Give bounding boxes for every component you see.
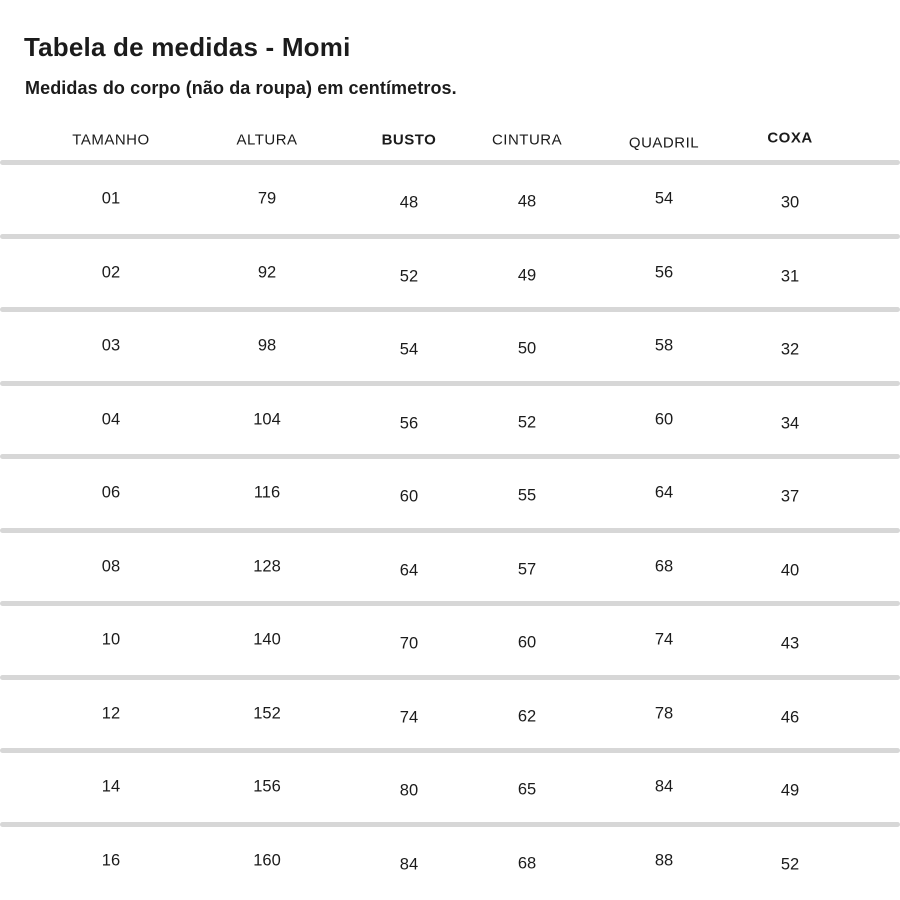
table-row: 02 92 52 49 56 31 bbox=[0, 239, 900, 308]
row-separator bbox=[0, 748, 900, 753]
table-cell: 80 bbox=[399, 781, 419, 800]
table-cell: 32 bbox=[780, 340, 800, 359]
table-cell: 50 bbox=[517, 339, 537, 358]
table-cell: 128 bbox=[253, 557, 281, 576]
table-cell: 64 bbox=[654, 483, 674, 502]
row-separator bbox=[0, 674, 900, 680]
table-cell: 60 bbox=[517, 633, 537, 652]
table-cell: 31 bbox=[780, 267, 800, 286]
table-cell: 62 bbox=[517, 707, 537, 726]
table-cell: 88 bbox=[654, 851, 674, 870]
table-row: 06 116 60 55 64 37 bbox=[0, 459, 900, 528]
table-cell: 52 bbox=[780, 855, 800, 874]
table-cell: 43 bbox=[780, 634, 800, 653]
table-cell: 78 bbox=[654, 704, 674, 723]
table-cell: 56 bbox=[399, 414, 419, 433]
table-cell: 57 bbox=[517, 560, 537, 579]
table-cell: 74 bbox=[399, 708, 419, 727]
table-cell: 70 bbox=[399, 634, 419, 653]
column-header-tamanho: TAMANHO bbox=[72, 131, 150, 149]
table-cell: 12 bbox=[101, 704, 121, 723]
table-cell: 04 bbox=[101, 410, 121, 429]
table-cell: 52 bbox=[399, 267, 419, 286]
column-header-busto: BUSTO bbox=[381, 131, 437, 149]
table-row: 01 79 48 48 54 30 bbox=[0, 165, 900, 234]
table-cell: 01 bbox=[101, 189, 121, 208]
table-cell: 46 bbox=[780, 708, 800, 727]
column-header-cintura: CINTURA bbox=[491, 131, 563, 149]
table-cell: 104 bbox=[253, 410, 281, 429]
row-separator bbox=[0, 160, 900, 165]
table-row: 08 128 64 57 68 40 bbox=[0, 533, 900, 602]
table-cell: 54 bbox=[399, 340, 419, 359]
table-cell: 08 bbox=[101, 557, 121, 576]
table-cell: 54 bbox=[654, 189, 674, 208]
table-cell: 16 bbox=[101, 851, 121, 870]
table-cell: 56 bbox=[654, 263, 674, 282]
row-separator bbox=[0, 601, 900, 606]
table-cell: 84 bbox=[399, 855, 419, 874]
table-cell: 79 bbox=[257, 189, 277, 208]
table-cell: 68 bbox=[517, 854, 537, 873]
table-cell: 49 bbox=[780, 781, 800, 800]
table-cell: 160 bbox=[253, 851, 281, 870]
table-cell: 92 bbox=[257, 263, 277, 282]
table-row: 10 140 70 60 74 43 bbox=[0, 606, 900, 675]
page-title: Tabela de medidas - Momi bbox=[24, 32, 351, 62]
table-cell: 116 bbox=[253, 483, 281, 502]
table-cell: 58 bbox=[654, 336, 674, 355]
table-cell: 84 bbox=[654, 777, 674, 796]
table-header-row: TAMANHO ALTURA BUSTO CINTURA QUADRIL COX… bbox=[0, 122, 900, 158]
table-row: 04 104 56 52 60 34 bbox=[0, 386, 900, 455]
table-cell: 60 bbox=[654, 410, 674, 429]
column-header-altura: ALTURA bbox=[236, 131, 298, 149]
table-cell: 98 bbox=[257, 336, 277, 355]
table-cell: 10 bbox=[101, 630, 121, 649]
table-row: 12 152 74 62 78 46 bbox=[0, 680, 900, 749]
table-cell: 48 bbox=[399, 193, 419, 212]
table-cell: 48 bbox=[517, 192, 537, 211]
table-cell: 140 bbox=[253, 630, 281, 649]
table-row: 03 98 54 50 58 32 bbox=[0, 312, 900, 381]
table-cell: 55 bbox=[517, 486, 537, 505]
column-header-quadril: QUADRIL bbox=[628, 134, 700, 152]
row-separator bbox=[0, 380, 900, 386]
table-cell: 52 bbox=[517, 413, 537, 432]
row-separator bbox=[0, 821, 900, 827]
table-cell: 156 bbox=[253, 777, 281, 796]
row-separator bbox=[0, 454, 900, 459]
table-cell: 06 bbox=[101, 483, 121, 502]
row-separator bbox=[0, 527, 900, 533]
table-cell: 74 bbox=[654, 630, 674, 649]
table-cell: 49 bbox=[517, 266, 537, 285]
table-cell: 64 bbox=[399, 561, 419, 580]
table-cell: 40 bbox=[780, 561, 800, 580]
table-cell: 65 bbox=[517, 780, 537, 799]
table-cell: 02 bbox=[101, 263, 121, 282]
page-subtitle: Medidas do corpo (não da roupa) em centí… bbox=[25, 78, 457, 98]
table-cell: 34 bbox=[780, 414, 800, 433]
table-cell: 152 bbox=[253, 704, 281, 723]
table-cell: 14 bbox=[101, 777, 121, 796]
table-cell: 68 bbox=[654, 557, 674, 576]
table-cell: 03 bbox=[101, 336, 121, 355]
table-row: 14 156 80 65 84 49 bbox=[0, 753, 900, 822]
size-table: 01 79 48 48 54 30 02 92 52 49 56 31 03 98 54 50 58 32 04 10… bbox=[0, 160, 900, 895]
row-separator bbox=[0, 233, 900, 239]
table-row: 16 160 84 68 88 52 bbox=[0, 827, 900, 896]
table-cell: 37 bbox=[780, 487, 800, 506]
table-cell: 60 bbox=[399, 487, 419, 506]
table-cell: 30 bbox=[780, 193, 800, 212]
column-header-coxa: COXA bbox=[767, 129, 813, 147]
row-separator bbox=[0, 307, 900, 312]
